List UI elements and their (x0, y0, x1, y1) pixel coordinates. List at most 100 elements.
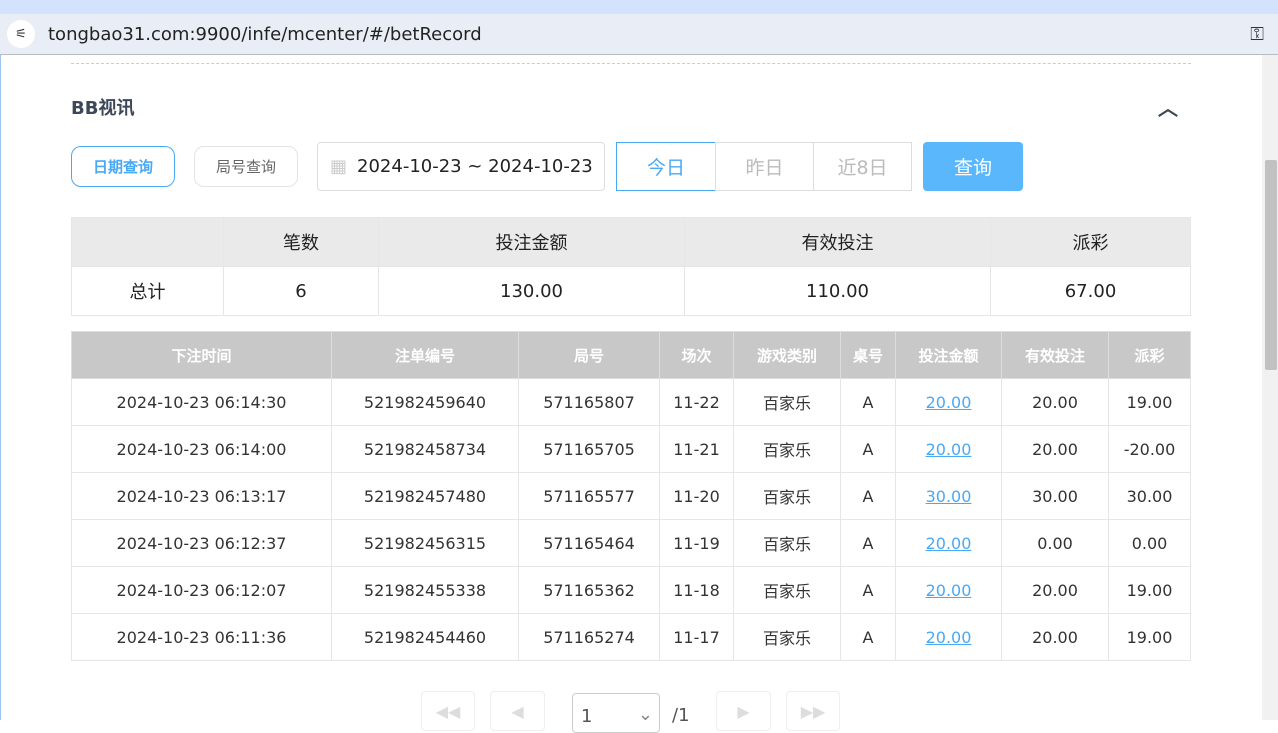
query-button[interactable]: 查询 (923, 142, 1023, 191)
table-cell: 521982457480 (331, 472, 519, 520)
table-cell: 30.00 (1108, 472, 1191, 520)
summary-cell: 总计 (71, 266, 224, 316)
next-page-button[interactable]: ▶ (716, 691, 771, 731)
yesterday-tab[interactable]: 昨日 (715, 142, 814, 191)
summary-header: 笔数 投注金额 有效投注 派彩 (71, 217, 1191, 267)
bet-amount-link[interactable]: 20.00 (925, 533, 972, 553)
chevron-down-icon: ⌄ (637, 704, 653, 725)
column-header: 桌号 (840, 331, 896, 379)
table-cell: 2024-10-23 06:12:37 (71, 519, 332, 567)
summary-row: 总计 6 130.00 110.00 67.00 (71, 266, 1191, 316)
table-cell: 0.00 (1108, 519, 1191, 567)
summary-cell: 130.00 (378, 266, 685, 316)
table-cell: 20.00 (1001, 566, 1109, 614)
table-cell: 11-21 (659, 425, 734, 473)
page-total: /1 (672, 705, 690, 726)
summary-cell: 6 (223, 266, 379, 316)
last-page-button[interactable]: ▶▶ (786, 691, 840, 731)
table-cell: 百家乐 (733, 472, 841, 520)
column-header: 下注时间 (71, 331, 332, 379)
column-header: 派彩 (1108, 331, 1191, 379)
first-page-button[interactable]: ◀◀ (421, 691, 475, 731)
table-cell: 521982455338 (331, 566, 519, 614)
date-range-input[interactable]: ▦ 2024-10-23 ~ 2024-10-23 (317, 142, 605, 191)
round-query-button[interactable]: 局号查询 (194, 146, 298, 187)
table-cell: 20.00 (1001, 378, 1109, 426)
table-cell: 521982454460 (331, 613, 519, 661)
scrollbar-thumb[interactable] (1265, 160, 1277, 370)
table-cell: 571165274 (518, 613, 660, 661)
table-cell: 2024-10-23 06:12:07 (71, 566, 332, 614)
table-cell: 20.00 (1001, 425, 1109, 473)
today-tab[interactable]: 今日 (616, 142, 716, 191)
column-header: 投注金额 (895, 331, 1002, 379)
table-cell: 2024-10-23 06:14:00 (71, 425, 332, 473)
table-row: 2024-10-23 06:14:00 521982458734 571165705… (71, 425, 1191, 473)
table-cell: 571165362 (518, 566, 660, 614)
table-cell: 11-20 (659, 472, 734, 520)
calendar-icon: ▦ (330, 156, 348, 177)
scrollbar[interactable] (1262, 55, 1278, 720)
table-cell: 11-19 (659, 519, 734, 567)
column-header: 场次 (659, 331, 734, 379)
table-cell: A (840, 378, 896, 426)
table-cell: 2024-10-23 06:11:36 (71, 613, 332, 661)
summary-header-cell: 投注金额 (378, 217, 685, 267)
table-row: 2024-10-23 06:14:30 521982459640 571165807… (71, 378, 1191, 426)
table-cell: 百家乐 (733, 519, 841, 567)
table-cell: 20.00 (895, 519, 1002, 567)
summary-table: 笔数 投注金额 有效投注 派彩 总计 6 130.00 110.00 67.00 (71, 217, 1191, 316)
summary-header-cell: 笔数 (223, 217, 379, 267)
table-cell: 百家乐 (733, 613, 841, 661)
bet-amount-link[interactable]: 20.00 (925, 627, 972, 647)
table-cell: 百家乐 (733, 425, 841, 473)
column-header: 注单编号 (331, 331, 519, 379)
chevron-up-icon[interactable]: ︿ (1158, 96, 1178, 120)
table-cell: 11-17 (659, 613, 734, 661)
bet-amount-link[interactable]: 20.00 (925, 580, 972, 600)
table-cell: 2024-10-23 06:13:17 (71, 472, 332, 520)
table-cell: 11-22 (659, 378, 734, 426)
table-cell: 30.00 (1001, 472, 1109, 520)
table-cell: 521982458734 (331, 425, 519, 473)
site-settings-icon[interactable]: ⚟ (7, 20, 35, 48)
address-bar[interactable]: ⚟ tongbao31.com:9900/infe/mcenter/#/betR… (0, 14, 1278, 55)
summary-header-cell: 派彩 (990, 217, 1191, 267)
table-cell: 20.00 (895, 425, 1002, 473)
table-cell: A (840, 425, 896, 473)
table-cell: 20.00 (895, 378, 1002, 426)
table-cell: 571165705 (518, 425, 660, 473)
table-cell: A (840, 519, 896, 567)
table-row: 2024-10-23 06:13:17 521982457480 571165577… (71, 472, 1191, 520)
date-query-button[interactable]: 日期查询 (71, 146, 175, 187)
table-cell: 521982456315 (331, 519, 519, 567)
last-8-days-tab[interactable]: 近8日 (813, 142, 912, 191)
summary-cell: 67.00 (990, 266, 1191, 316)
key-icon[interactable]: ⚿ (1250, 24, 1264, 45)
table-cell: 30.00 (895, 472, 1002, 520)
table-cell: 521982459640 (331, 378, 519, 426)
bet-amount-link[interactable]: 30.00 (925, 486, 972, 506)
table-cell: 20.00 (895, 566, 1002, 614)
url-text[interactable]: tongbao31.com:9900/infe/mcenter/#/betRec… (48, 23, 482, 45)
section-title: BB视讯 (71, 98, 135, 119)
table-cell: A (840, 566, 896, 614)
page-select[interactable]: 1 ⌄ (572, 693, 660, 733)
bet-amount-link[interactable]: 20.00 (925, 392, 972, 412)
prev-page-button[interactable]: ◀ (490, 691, 545, 731)
page-value: 1 (581, 706, 593, 727)
summary-header-cell (71, 217, 224, 267)
table-cell: 20.00 (895, 613, 1002, 661)
table-row: 2024-10-23 06:11:36 521982454460 571165274… (71, 613, 1191, 661)
browser-tab-strip (0, 0, 1278, 14)
divider (71, 63, 1191, 64)
table-cell: 11-18 (659, 566, 734, 614)
table-cell: 19.00 (1108, 378, 1191, 426)
table-cell: 571165577 (518, 472, 660, 520)
summary-cell: 110.00 (684, 266, 991, 316)
column-header: 局号 (518, 331, 660, 379)
table-cell: 19.00 (1108, 613, 1191, 661)
date-range-value: 2024-10-23 ~ 2024-10-23 (357, 156, 593, 177)
bet-amount-link[interactable]: 20.00 (925, 439, 972, 459)
table-cell: A (840, 472, 896, 520)
